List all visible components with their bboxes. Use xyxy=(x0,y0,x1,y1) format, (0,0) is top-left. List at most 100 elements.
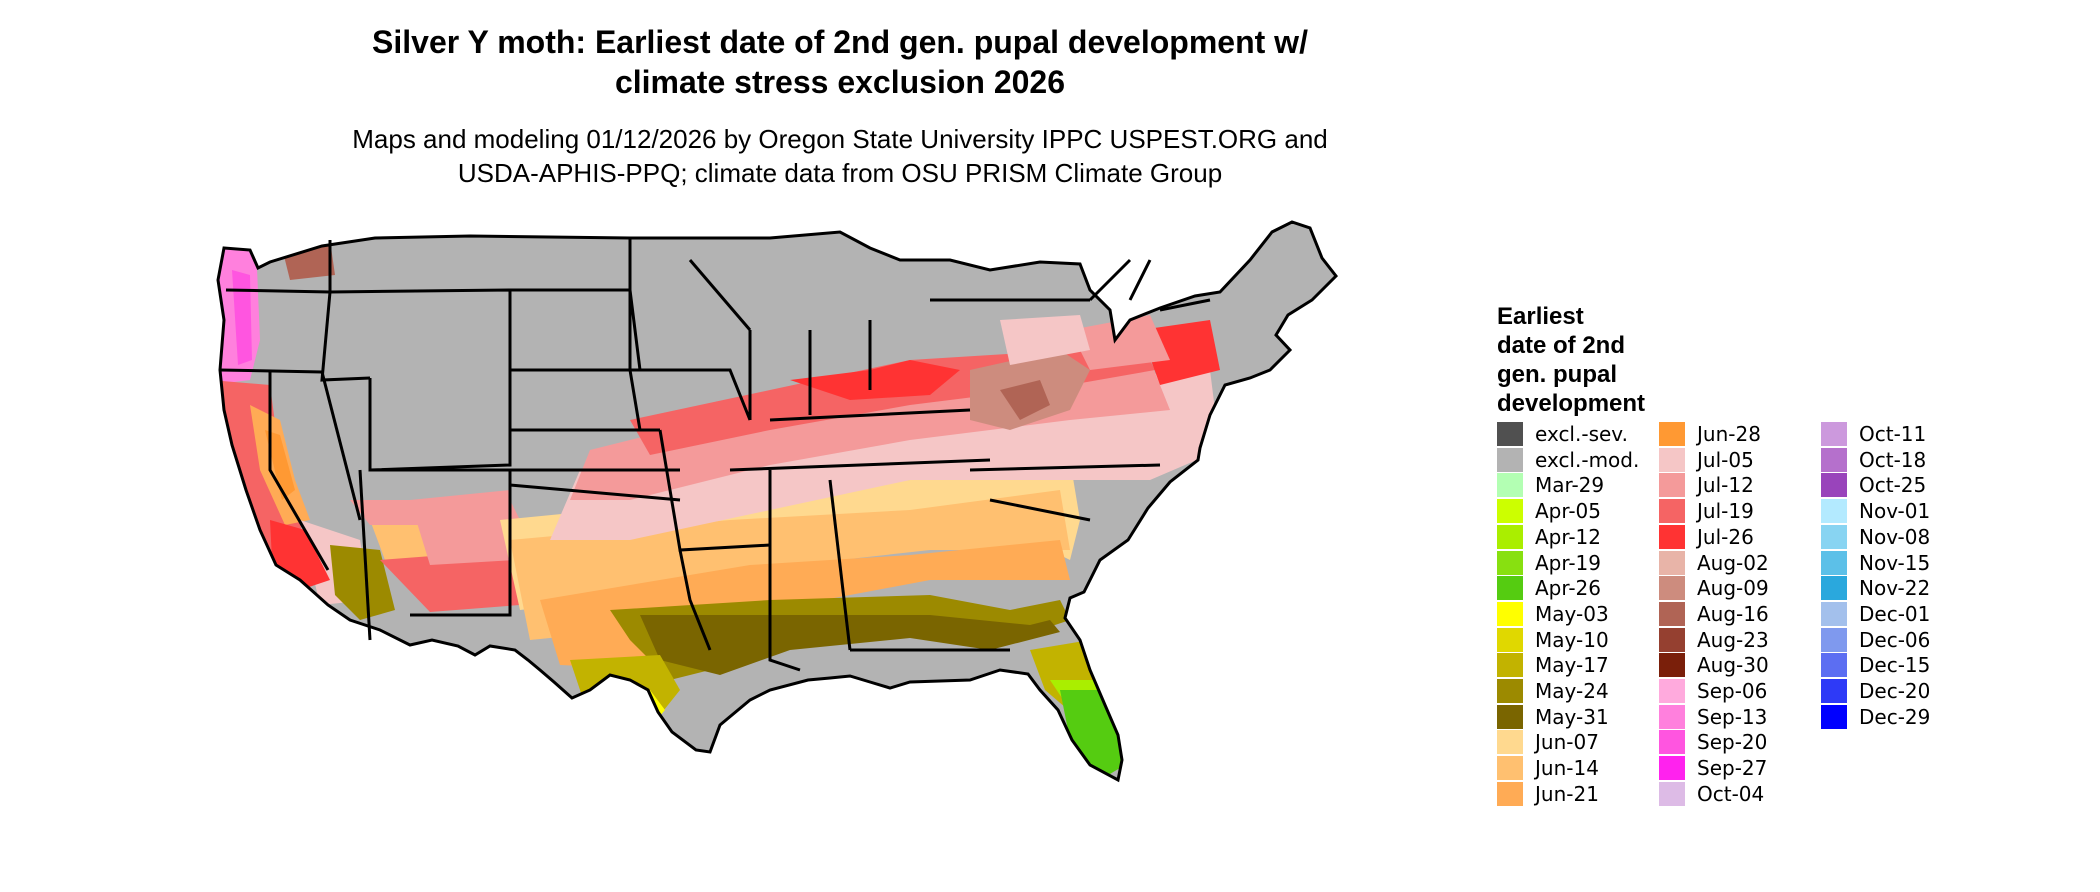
texas-coast-green xyxy=(600,710,650,760)
legend-label: Apr-19 xyxy=(1535,550,1601,575)
mid-atlantic-pink xyxy=(1070,315,1170,370)
legend-label: Jun-21 xyxy=(1535,781,1599,806)
development-date-zones xyxy=(218,222,1220,780)
legend-label: Oct-18 xyxy=(1859,447,1927,472)
border-wi-mi xyxy=(688,259,752,331)
border-nc-sc xyxy=(989,498,1091,522)
legend-label: Jun-07 xyxy=(1535,730,1599,755)
legend-swatch xyxy=(1821,422,1847,446)
legend-swatch xyxy=(1659,524,1685,549)
legend-swatch xyxy=(1497,550,1523,575)
legend-label: Nov-01 xyxy=(1859,499,1931,524)
legend-swatch xyxy=(1821,653,1847,678)
legend-swatch xyxy=(1821,499,1847,524)
border-wa-or xyxy=(225,288,331,294)
legend-label: Sep-06 xyxy=(1697,679,1768,703)
border-nv-ut xyxy=(320,371,362,521)
border-ar-la xyxy=(678,549,712,651)
legend-swatch xyxy=(1821,447,1847,472)
new-mexico-pink xyxy=(410,490,515,565)
border-ky xyxy=(769,408,971,422)
border-tn xyxy=(729,458,991,472)
border-ia-mo xyxy=(630,368,752,421)
legend-label: Oct-25 xyxy=(1859,473,1927,498)
border-or-ca xyxy=(219,368,323,374)
legend-label: Dec-01 xyxy=(1859,601,1931,626)
legend-label: May-24 xyxy=(1535,679,1609,703)
legend-swatch xyxy=(1659,730,1685,755)
legend-swatch xyxy=(1659,447,1685,472)
state-borders xyxy=(216,220,1338,782)
map-legend: excl.-sev. excl.-mod. Mar-29 Apr-05 Apr-12 Ap… xyxy=(1497,0,2097,892)
midwest-pink xyxy=(1000,315,1090,365)
legend-swatch xyxy=(1497,601,1523,626)
legend-swatch xyxy=(1497,756,1523,781)
legend-swatch xyxy=(1659,781,1685,806)
map-title: Silver Y moth: Earliest date of 2nd gen.… xyxy=(372,24,1308,100)
legend-swatch xyxy=(1821,473,1847,498)
legend-label: Mar-29 xyxy=(1535,473,1605,498)
border-ne-states xyxy=(1088,258,1211,312)
legend-label: Sep-20 xyxy=(1697,730,1768,755)
legend-title: Earliest date of 2nd gen. pupal developm… xyxy=(1497,303,1646,417)
legend-swatch xyxy=(1659,422,1685,446)
texas-coast-yellow xyxy=(590,690,665,745)
legend-label: May-03 xyxy=(1535,601,1609,626)
legend-swatch xyxy=(1821,524,1847,549)
mid-atlantic-red xyxy=(1140,320,1220,385)
legend-label: Jun-28 xyxy=(1697,422,1761,446)
appalachian-darkbrown xyxy=(1000,380,1050,420)
border-mn xyxy=(628,238,642,371)
legend-label: Jul-26 xyxy=(1697,524,1754,549)
legend-swatch xyxy=(1659,704,1685,729)
border-ok-tx xyxy=(509,483,681,502)
legend-label: excl.-sev. xyxy=(1535,422,1628,446)
legend-label: May-17 xyxy=(1535,653,1609,678)
border-id xyxy=(320,240,371,382)
legend-label: Dec-15 xyxy=(1859,653,1931,678)
legend-swatch xyxy=(1659,756,1685,781)
border-ut-co xyxy=(368,378,512,472)
legend-label: Jul-12 xyxy=(1697,473,1754,498)
legend-swatch xyxy=(1821,627,1847,652)
texas-coast-yellowgreen xyxy=(570,655,680,740)
legend-swatch xyxy=(1497,679,1523,703)
legend-label: Aug-09 xyxy=(1697,576,1769,601)
legend-label: Aug-02 xyxy=(1697,550,1769,575)
legend-swatch xyxy=(1497,704,1523,729)
legend-swatch xyxy=(1497,447,1523,472)
border-va-nc xyxy=(969,463,1161,472)
legend-swatch xyxy=(1497,499,1523,524)
legend-swatch xyxy=(1497,781,1523,806)
legend-label: Aug-23 xyxy=(1697,627,1769,652)
legend-label: May-31 xyxy=(1535,704,1609,729)
legend-label: Dec-20 xyxy=(1859,679,1931,703)
legend-label: Oct-11 xyxy=(1859,422,1927,446)
legend-swatch xyxy=(1659,653,1685,678)
legend-swatch xyxy=(1497,422,1523,446)
legend-label: Aug-16 xyxy=(1697,601,1769,626)
legend-label: Aug-30 xyxy=(1697,653,1769,678)
legend-label: Dec-06 xyxy=(1859,627,1931,652)
arizona-olive xyxy=(330,545,395,620)
legend-swatch xyxy=(1821,704,1847,729)
legend-swatch xyxy=(1497,627,1523,652)
border-nv-ca xyxy=(268,372,330,571)
border-nm-tx xyxy=(410,470,512,617)
us-map xyxy=(216,220,1338,782)
legend-swatch xyxy=(1497,473,1523,498)
legend-swatch xyxy=(1497,576,1523,601)
legend-swatch xyxy=(1497,730,1523,755)
legend-label: Jul-05 xyxy=(1697,447,1754,472)
map-subtitle: Maps and modeling 01/12/2026 by Oregon S… xyxy=(352,124,1328,188)
legend-swatch xyxy=(1659,576,1685,601)
legend-swatch xyxy=(1659,627,1685,652)
legend-label: Apr-26 xyxy=(1535,576,1601,601)
legend-label: Apr-05 xyxy=(1535,499,1601,524)
legend-label: Nov-22 xyxy=(1859,576,1931,601)
legend-swatch xyxy=(1821,601,1847,626)
legend-label: May-10 xyxy=(1535,627,1609,652)
legend-swatch xyxy=(1497,653,1523,678)
california-valley-darkorange xyxy=(265,430,295,500)
legend-swatch xyxy=(1497,524,1523,549)
